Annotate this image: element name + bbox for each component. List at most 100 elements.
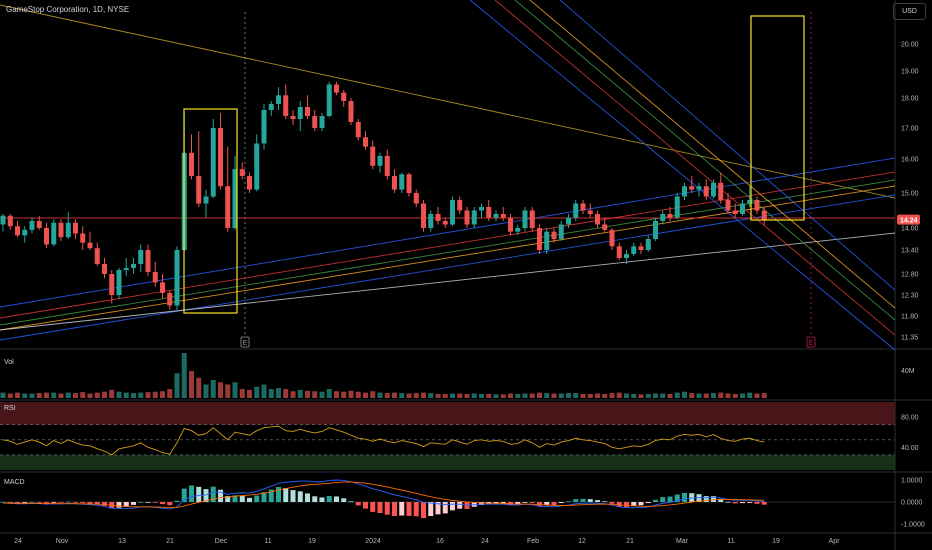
candle-body (624, 254, 629, 258)
volume-bar (674, 392, 680, 398)
candle-body (602, 224, 608, 230)
volume-bar (522, 393, 528, 398)
price-tick-label: 19.00 (901, 69, 919, 76)
volume-pane-label: Vol (4, 359, 14, 366)
volume-bar (7, 393, 13, 398)
macd-histogram-bar (0, 502, 6, 503)
volume-bar (268, 389, 274, 398)
macd-histogram-bar (116, 502, 122, 508)
macd-histogram-bar (87, 502, 93, 504)
last-price-tag (897, 214, 920, 225)
volume-bar (537, 392, 542, 398)
candle-body (268, 104, 274, 110)
macd-histogram-bar (145, 501, 151, 503)
earnings-marker (240, 336, 250, 348)
currency-button[interactable]: USD (893, 3, 926, 20)
macd-histogram-bar (479, 502, 484, 506)
macd-histogram-bar (80, 502, 86, 503)
volume-bar (305, 390, 310, 398)
macd-histogram-bar (747, 502, 753, 503)
macd-histogram-bar (631, 502, 637, 507)
macd-histogram-bar (22, 502, 28, 503)
candle-body (36, 221, 42, 228)
macd-histogram-bar (181, 488, 187, 502)
candle-body (573, 203, 579, 218)
macd-histogram-bar (529, 502, 535, 503)
candle-body (384, 155, 390, 176)
price-tick-label: 17.00 (901, 126, 919, 133)
candle-body (725, 200, 731, 211)
volume-bar (602, 393, 608, 398)
macd-histogram-bar (580, 498, 586, 502)
volume-bar (102, 391, 107, 398)
volume-bar (196, 377, 202, 398)
down-channel-blue (469, 0, 896, 351)
candle-body (442, 221, 448, 225)
earnings-marker-label: E (809, 340, 814, 347)
macd-histogram-bar (203, 489, 209, 502)
volume-bar (181, 353, 187, 398)
macd-signal-line (2, 481, 765, 509)
last-price-label: 14.24 (900, 218, 918, 225)
volume-bar (261, 384, 267, 398)
candle-body (203, 196, 209, 204)
candle-body (377, 155, 383, 166)
volume-bar (747, 392, 753, 398)
macd-histogram-bar (348, 501, 354, 503)
candle-body (138, 250, 144, 264)
volume-bar (116, 391, 122, 398)
volume-bar (145, 392, 151, 398)
volume-bar (486, 393, 492, 398)
volume-bar (551, 393, 557, 398)
candle-body (123, 268, 129, 270)
candle-body (370, 146, 376, 166)
volume-bar (558, 393, 564, 398)
volume-bar (413, 393, 419, 398)
candle-body (754, 200, 760, 211)
time-axis-label: Apr (829, 538, 841, 545)
volume-bar (435, 393, 441, 398)
volume-bar (616, 392, 622, 398)
volume-bar (167, 389, 173, 398)
volume-bar (740, 393, 745, 398)
macd-histogram-bar (718, 498, 724, 502)
price-tick-label: 20.00 (901, 42, 919, 49)
time-axis-label: 19 (308, 538, 316, 545)
candle-body (457, 200, 463, 211)
macd-histogram-bar (450, 502, 455, 511)
earnings-marker-label: E (243, 340, 248, 347)
volume-bar (500, 394, 506, 398)
candle-body (406, 174, 412, 193)
candle-body (44, 228, 49, 245)
rsi-oversold-zone (0, 454, 895, 470)
volume-bar (428, 393, 434, 398)
rsi-pane-label: RSI (4, 405, 16, 412)
macd-histogram-bar (522, 502, 528, 503)
candle-body (515, 228, 521, 232)
volume-bar (174, 373, 180, 398)
volume-bar (609, 393, 615, 398)
macd-histogram-bar (573, 499, 579, 502)
price-tick-label: 16.00 (901, 157, 919, 164)
volume-bar (631, 393, 637, 398)
volume-bar (580, 393, 586, 398)
macd-histogram-bar (326, 496, 332, 502)
macd-histogram-bar (189, 485, 194, 502)
candle-body (428, 214, 434, 228)
volume-bar (0, 392, 6, 398)
volume-bar (341, 391, 347, 398)
time-axis-label: 16 (436, 538, 444, 545)
volume-bar (660, 393, 666, 398)
macd-histogram-bar (305, 493, 310, 502)
macd-histogram-bar (15, 502, 20, 504)
macd-histogram-bar (703, 496, 709, 502)
candle-body (261, 110, 267, 144)
time-axis-label: 11 (727, 538, 734, 545)
volume-bar (363, 392, 368, 398)
candle-body (747, 200, 753, 204)
volume-bar (94, 392, 100, 398)
candle-body (326, 84, 332, 116)
candle-body (500, 214, 506, 218)
macd-histogram-bar (167, 502, 173, 506)
